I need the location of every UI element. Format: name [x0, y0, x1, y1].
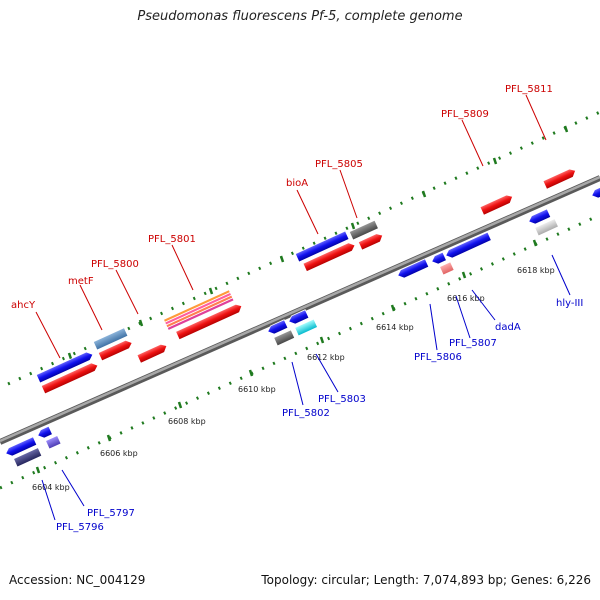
gene-label: dadA: [495, 322, 521, 333]
genome-summary-text: Topology: circular; Length: 7,074,893 bp…: [261, 573, 591, 587]
gene-arrow-PFL_5809[interactable]: [479, 193, 515, 216]
gene-arrow-PFL_5800[interactable]: [136, 342, 169, 364]
gene-arrow-PFL_5797[interactable]: [36, 425, 54, 440]
gene-arrow-PFL_5805[interactable]: [348, 219, 380, 241]
scale-label: 6606 kbp: [100, 449, 138, 458]
gene-arrow-PFL_5807[interactable]: [430, 251, 448, 266]
gene-label: PFL_5801: [148, 234, 196, 245]
gene-arrow-hly-III[interactable]: [527, 208, 552, 226]
reverse-genes: [4, 183, 600, 468]
gene-label: PFL_5811: [505, 84, 553, 95]
scale-label: 6612 kbp: [307, 353, 345, 362]
reverse-leader-lines: [41, 254, 571, 521]
gene-arrow[interactable]: [590, 183, 600, 200]
gene-arrow[interactable]: [534, 218, 559, 237]
gene-arrow[interactable]: [44, 434, 62, 450]
gene-arrow-dadA[interactable]: [444, 231, 492, 260]
scale-label: 6604 kbp: [32, 483, 70, 492]
gene-label: PFL_5797: [87, 508, 135, 519]
gene-label: PFL_5805: [315, 159, 363, 170]
scale-label: 6610 kbp: [238, 385, 276, 394]
gene-label: hly-III: [556, 298, 583, 309]
gene-label: ahcY: [11, 300, 36, 311]
inner-major-ticks: [35, 239, 538, 474]
scale-label: 6616 kbp: [447, 294, 485, 303]
gene-label: PFL_5807: [449, 338, 497, 349]
gene-arrow-metF[interactable]: [92, 327, 129, 351]
gene-arrow[interactable]: [438, 261, 455, 276]
gene-label: PFL_5802: [282, 408, 330, 419]
genome-backbone-highlight: [0, 175, 600, 443]
gene-label: PFL_5796: [56, 522, 104, 533]
gene-arrow[interactable]: [166, 297, 235, 331]
gene-arrow[interactable]: [175, 302, 244, 341]
gene-arrow-PFL_5811[interactable]: [542, 167, 578, 190]
gene-arrow-ahcY[interactable]: [35, 350, 94, 384]
scale-label: 6618 kbp: [517, 266, 555, 275]
gene-arrow[interactable]: [12, 447, 43, 468]
gene-label: PFL_5806: [414, 352, 462, 363]
gene-arrow-PFL_5802[interactable]: [266, 319, 289, 336]
gene-arrow[interactable]: [40, 361, 99, 395]
gene-arrow[interactable]: [302, 241, 357, 273]
gene-arrow-PFL_5806[interactable]: [396, 258, 430, 280]
map-title: Pseudomonas fluorescens Pf-5, complete g…: [137, 9, 463, 24]
gene-label: PFL_5800: [91, 259, 139, 270]
forward-leader-lines: [35, 94, 547, 359]
gene-arrow[interactable]: [97, 338, 134, 362]
gene-label: bioA: [286, 178, 308, 189]
gene-label: metF: [68, 276, 94, 287]
scale-label: 6608 kbp: [168, 417, 206, 426]
gene-arrow-bioA[interactable]: [294, 230, 350, 263]
accession-text: Accession: NC_004129: [9, 573, 146, 587]
gene-arrow[interactable]: [273, 329, 296, 347]
gene-label: PFL_5803: [318, 394, 366, 405]
outer-major-ticks: [67, 125, 569, 360]
scale-label: 6614 kbp: [376, 323, 414, 332]
gene-label: PFL_5809: [441, 109, 489, 120]
gene-arrow[interactable]: [357, 232, 384, 251]
gene-arrow-PFL_5803[interactable]: [287, 309, 310, 326]
gene-arrow[interactable]: [294, 318, 319, 337]
gene-arrow-PFL_5796[interactable]: [4, 436, 38, 458]
inner-tick-track: [0, 213, 600, 490]
forward-genes: [35, 167, 578, 395]
